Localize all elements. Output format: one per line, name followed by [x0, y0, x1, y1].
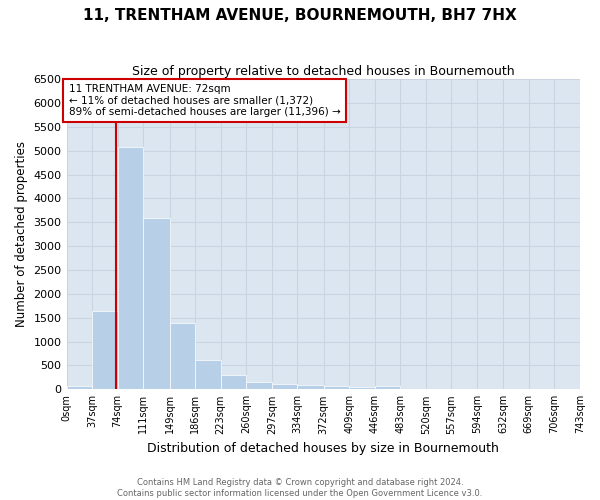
Bar: [349, 388, 375, 390]
Bar: [195, 360, 221, 390]
Text: Contains HM Land Registry data © Crown copyright and database right 2024.
Contai: Contains HM Land Registry data © Crown c…: [118, 478, 482, 498]
Y-axis label: Number of detached properties: Number of detached properties: [15, 141, 28, 327]
Bar: [272, 384, 298, 390]
Bar: [92, 310, 118, 390]
Text: 11 TRENTHAM AVENUE: 72sqm
← 11% of detached houses are smaller (1,372)
89% of se: 11 TRENTHAM AVENUE: 72sqm ← 11% of detac…: [68, 84, 340, 117]
Bar: [170, 322, 195, 390]
Bar: [143, 218, 170, 390]
X-axis label: Distribution of detached houses by size in Bournemouth: Distribution of detached houses by size …: [148, 442, 499, 455]
Bar: [118, 147, 143, 390]
Bar: [246, 382, 272, 390]
Bar: [221, 375, 246, 390]
Bar: [323, 386, 349, 390]
Bar: [298, 384, 323, 390]
Bar: [67, 386, 92, 390]
Title: Size of property relative to detached houses in Bournemouth: Size of property relative to detached ho…: [132, 65, 515, 78]
Text: 11, TRENTHAM AVENUE, BOURNEMOUTH, BH7 7HX: 11, TRENTHAM AVENUE, BOURNEMOUTH, BH7 7H…: [83, 8, 517, 22]
Bar: [375, 386, 400, 390]
